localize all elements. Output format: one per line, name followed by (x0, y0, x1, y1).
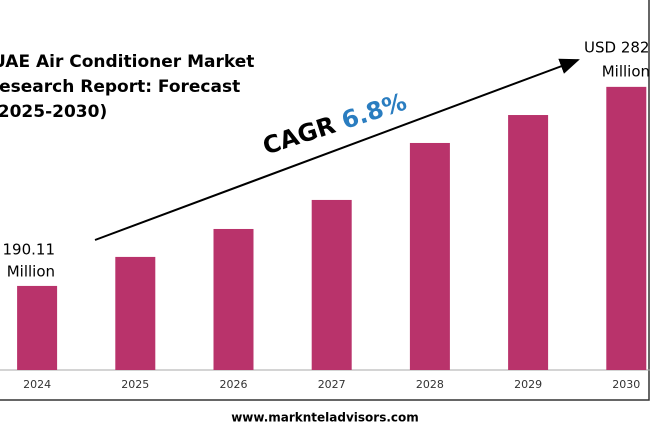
title: UAE Air Conditioner Market Research Repo… (0, 52, 254, 122)
end-label: USD 282 (584, 39, 649, 57)
cagr: CAGR 6.8% (259, 88, 410, 161)
bar (606, 86, 647, 370)
bar (213, 228, 254, 370)
x-tick-label: 2024 (23, 378, 51, 391)
bar (508, 115, 549, 370)
start-label: USD 190.11 (0, 241, 55, 259)
title-line: (2025-2030) (0, 102, 107, 122)
x-tick-label: 2030 (612, 378, 640, 391)
cagr-value: 6.8% (338, 88, 410, 135)
x-tick-label: 2027 (318, 378, 346, 391)
bar (115, 256, 156, 370)
x-tick-label: 2028 (416, 378, 444, 391)
title-line: Research Report: Forecast (0, 77, 240, 97)
x-tick-label: 2029 (514, 378, 542, 391)
bar (311, 199, 352, 370)
end-label: Million (602, 63, 650, 81)
title-line: UAE Air Conditioner Market (0, 52, 254, 72)
bar (17, 285, 58, 370)
x-tick-label: 2025 (121, 378, 149, 391)
growth-arrow (94, 58, 580, 241)
bar (409, 142, 450, 370)
x-tick-label: 2026 (220, 378, 248, 391)
start-label: Million (7, 263, 55, 281)
footer: www.marknteladvisors.com (231, 411, 419, 425)
frame (0, 0, 650, 401)
